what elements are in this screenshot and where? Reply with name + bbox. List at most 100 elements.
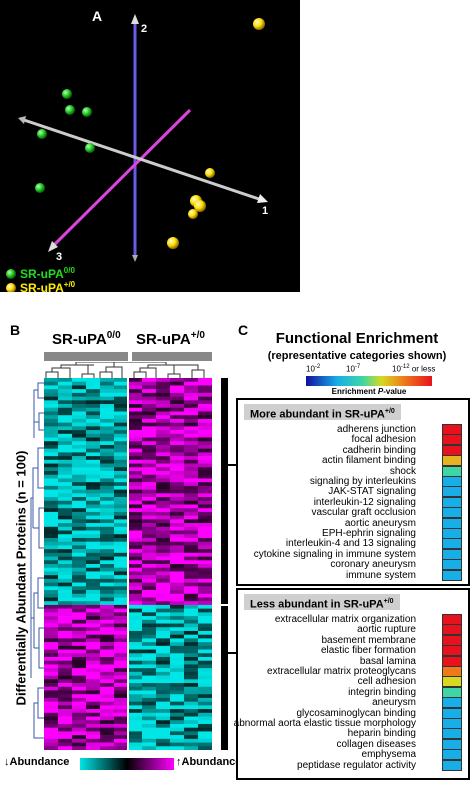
heatmap-cell: [58, 415, 73, 420]
heatmap-cell: [128, 627, 143, 632]
heatmap-cell: [170, 690, 185, 695]
heatmap-cell: [184, 575, 199, 580]
heatmap-cell: [184, 679, 199, 684]
heatmap-cell: [58, 575, 73, 580]
heatmap-cell: [142, 604, 157, 609]
heatmap-cell: [170, 683, 185, 688]
category-label: basement membrane: [321, 634, 417, 646]
heatmap-cell: [184, 422, 199, 427]
sample-point-tg-4: [194, 200, 206, 212]
heatmap-cell: [44, 657, 59, 662]
heatmap-cell: [100, 396, 115, 401]
heatmap-cell: [86, 426, 101, 431]
heatmap-cell: [100, 623, 115, 628]
heatmap-cell: [184, 720, 199, 725]
heatmap-cell: [114, 649, 129, 654]
heatmap-cell: [128, 500, 143, 505]
heatmap-cell: [114, 627, 129, 632]
y-axis-title: Differentially Abundant Proteins (n = 10…: [13, 450, 29, 706]
heatmap-cell: [114, 389, 129, 394]
heatmap-cell: [156, 664, 171, 669]
category-pvalue-swatch: [442, 728, 462, 740]
heatmap-cell: [142, 560, 157, 565]
heatmap-cell: [86, 694, 101, 699]
heatmap-cell: [156, 418, 171, 423]
heatmap-cell: [198, 378, 212, 383]
heatmap-cell: [100, 590, 115, 595]
category-pvalue-swatch: [442, 465, 462, 477]
heatmap-cell: [58, 493, 73, 498]
heatmap-cell: [86, 686, 101, 691]
heatmap-cell: [184, 430, 199, 435]
heatmap-cell: [100, 634, 115, 639]
heatmap-cell: [184, 456, 199, 461]
heatmap-cell: [86, 511, 101, 516]
heatmap-cell: [86, 415, 101, 420]
heatmap-cell: [156, 642, 171, 647]
heatmap-cell: [184, 441, 199, 446]
heatmap-cell: [156, 482, 171, 487]
heatmap-cell: [156, 463, 171, 468]
heatmap-cell: [128, 582, 143, 587]
heatmap-cell: [170, 400, 185, 405]
heatmap-cell: [44, 716, 59, 721]
heatmap-cell: [128, 552, 143, 557]
heatmap-cell: [142, 630, 157, 635]
heatmap-cell: [58, 612, 73, 617]
heatmap-cell: [184, 601, 199, 606]
heatmap-cell: [114, 690, 129, 695]
heatmap-cell: [184, 489, 199, 494]
heatmap-cell: [142, 430, 157, 435]
heatmap-cell: [170, 746, 185, 750]
heatmap-cell: [58, 593, 73, 598]
heatmap-cell: [44, 727, 59, 732]
heatmap-cell: [58, 541, 73, 546]
heatmap-cell: [58, 720, 73, 725]
heatmap-cell: [184, 497, 199, 502]
heatmap-cell: [142, 575, 157, 580]
heatmap-cell: [86, 418, 101, 423]
heatmap-cell: [44, 500, 59, 505]
heatmap-cell: [44, 400, 59, 405]
axis-3-label: 3: [56, 251, 62, 263]
heatmap-cell: [128, 508, 143, 513]
heatmap-cell: [44, 735, 59, 740]
heatmap-cell: [72, 683, 87, 688]
heatmap-cell: [128, 489, 143, 494]
heatmap-cell: [100, 720, 115, 725]
heatmap-cell: [128, 664, 143, 669]
category-label: actin filament binding: [322, 455, 416, 467]
heatmap-cell: [128, 660, 143, 665]
heatmap-cell: [128, 415, 143, 420]
heatmap-cell: [142, 389, 157, 394]
heatmap-cell: [170, 638, 185, 643]
heatmap-cell: [156, 526, 171, 531]
heatmap-cell: [44, 597, 59, 602]
heatmap-cell: [44, 705, 59, 710]
heatmap-cell: [58, 590, 73, 595]
heatmap-cell: [142, 701, 157, 706]
category-label: extracellular matrix proteoglycans: [267, 666, 416, 677]
heatmap-cell: [114, 459, 129, 464]
heatmap-cell: [44, 586, 59, 591]
heatmap-cell: [198, 508, 212, 513]
heatmap-cell: [128, 645, 143, 650]
heatmap-cell: [170, 515, 185, 520]
heatmap-cell: [184, 560, 199, 565]
heatmap-cell: [198, 392, 212, 397]
heatmap-cell: [142, 720, 157, 725]
heatmap-cell: [198, 396, 212, 401]
heatmap-cell: [58, 604, 73, 609]
heatmap-cell: [44, 482, 59, 487]
col-label-wt: SR-uPA0/0: [52, 330, 121, 348]
heatmap-cell: [128, 549, 143, 554]
heatmap-cell: [184, 683, 199, 688]
heatmap-cell: [114, 441, 129, 446]
heatmap-cell: [198, 701, 212, 706]
heatmap-cell: [142, 653, 157, 658]
heatmap-cell: [114, 657, 129, 662]
heatmap-cell: [184, 549, 199, 554]
heatmap-cell: [86, 500, 101, 505]
heatmap-cell: [156, 560, 171, 565]
heatmap-cell: [86, 433, 101, 438]
